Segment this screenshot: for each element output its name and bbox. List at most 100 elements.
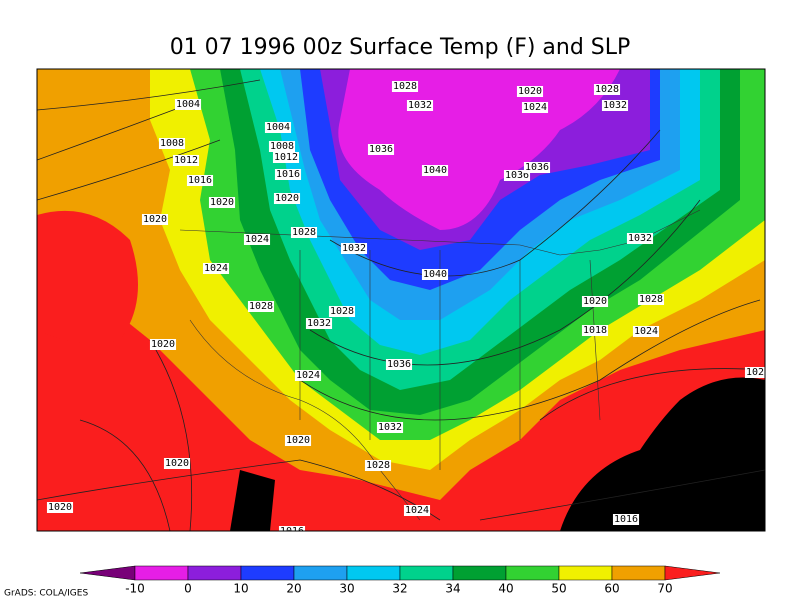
isobar-label-box: [421, 269, 449, 280]
isobar-label-box: [172, 155, 200, 166]
credit: GrADS: COLA/IGES: [4, 589, 88, 599]
colorbar-label: 50: [551, 582, 566, 596]
isobar-label: 1032: [307, 318, 331, 329]
isobar-label: 1004: [266, 122, 290, 133]
isobar-label-box: [744, 367, 765, 378]
isobar-label-box: [581, 296, 609, 307]
isobar-label: 1020: [165, 458, 189, 469]
isobar-label: 1020: [518, 86, 542, 97]
isobar-label: 1036: [505, 170, 529, 181]
isobar-label: 1020: [583, 296, 607, 307]
isobar-label-box: [581, 325, 609, 336]
isobar-label-box: [305, 318, 333, 329]
isobar-label: 1016: [276, 169, 300, 180]
colorbar-box: [611, 565, 666, 581]
isobar-label-box: [174, 99, 202, 110]
isobar-label: 1012: [174, 155, 198, 166]
isobar-label-box: [149, 339, 177, 350]
isobar-label: 1024: [634, 326, 658, 337]
isobar-label-box: [385, 359, 413, 370]
isobar-label-box: [364, 460, 392, 471]
isobar-label-box: [158, 138, 186, 149]
temp-region: [230, 470, 275, 531]
isobar-label-box: [403, 505, 431, 516]
isobar-label-box: [186, 175, 214, 186]
isobar-label-box: [274, 169, 302, 180]
isobar-label-box: [391, 81, 419, 92]
isobar-label: 1028: [639, 294, 663, 305]
isobar-label-box: [290, 227, 318, 238]
isobar-label: 1016: [188, 175, 212, 186]
colorbar-box: [346, 565, 401, 581]
isobar-label-box: [273, 193, 301, 204]
isobar-label-box: [523, 162, 551, 173]
isobar-label-box: [163, 458, 191, 469]
isobar: [479, 368, 765, 521]
isobar-label-box: [247, 301, 275, 312]
colorbar-box: [240, 565, 295, 581]
isobar-label: 1016: [614, 514, 638, 525]
isobar-label-box: [367, 144, 395, 155]
isobar-label-box: [637, 294, 665, 305]
isobar-label: 1036: [369, 144, 393, 155]
colorbar-box: [187, 565, 242, 581]
isobar-label: 1018: [583, 325, 607, 336]
isobar-label-box: [601, 100, 629, 111]
isobar-label-box: [421, 165, 449, 176]
isobar-label: 1024: [245, 234, 269, 245]
colorbar-label: -10: [125, 582, 145, 596]
isobar-label-box: [612, 514, 640, 525]
isobar-label: 1020: [143, 214, 167, 225]
isobar-label: 1028: [595, 84, 619, 95]
isobar-label-box: [626, 233, 654, 244]
isobar-label: 1036: [525, 162, 549, 173]
colorbar-box: [558, 565, 613, 581]
isobar-label-box: [340, 243, 368, 254]
isobar-label: 1008: [270, 141, 294, 152]
isobar-label-box: [406, 100, 434, 111]
isobar-label: 1040: [423, 165, 447, 176]
isobar-label: 1028: [292, 227, 316, 238]
isobar-label-box: [516, 86, 544, 97]
isobar-label: 1028: [249, 301, 273, 312]
isobar-label-box: [208, 197, 236, 208]
isobar-label: 1008: [160, 138, 184, 149]
isobar-label-box: [521, 102, 549, 113]
border: [299, 250, 601, 470]
map-frame: [36, 68, 766, 532]
isobar-label-box: [284, 435, 312, 446]
colorbar-box: [452, 565, 507, 581]
isobar-label: 1024: [405, 505, 429, 516]
isobar-label-box: [294, 370, 322, 381]
isobar-label: 1020: [210, 197, 234, 208]
colorbar-box: [399, 565, 454, 581]
temp-region: [37, 210, 138, 344]
isobar-label-box: [141, 214, 169, 225]
colorbar-label: 34: [445, 582, 460, 596]
colorbar-low: [79, 565, 136, 581]
isobar-label-box: [328, 306, 356, 317]
isobar-label: 1028: [330, 306, 354, 317]
isobar-label-box: [264, 122, 292, 133]
colorbar: -10 0 10 20 30 32 34 40 50 60 70: [79, 565, 721, 596]
isobar-label: 1020: [746, 367, 770, 378]
isobar: [299, 129, 761, 421]
colorbar-label: 60: [604, 582, 619, 596]
isobar-label: 1016: [280, 526, 304, 537]
temperature-map: 1028 1020 1028 1032 1024 1032 1004 1004 …: [37, 69, 770, 537]
colorbar-label: 40: [498, 582, 513, 596]
isobar-label-box: [268, 141, 296, 152]
isobar-label: 1040: [423, 269, 447, 280]
isobar-label: 1032: [628, 233, 652, 244]
colorbar-label: 20: [286, 582, 301, 596]
isobar-label: 1020: [275, 193, 299, 204]
colorbar-label: 0: [184, 582, 192, 596]
isobar-label: 1028: [393, 81, 417, 92]
isobar-label-box: [632, 326, 660, 337]
temp-region: [560, 377, 765, 531]
isobar: [37, 339, 441, 531]
colorbar-label: 10: [233, 582, 248, 596]
colorbar-box: [293, 565, 348, 581]
colorbar-box: [134, 565, 189, 581]
